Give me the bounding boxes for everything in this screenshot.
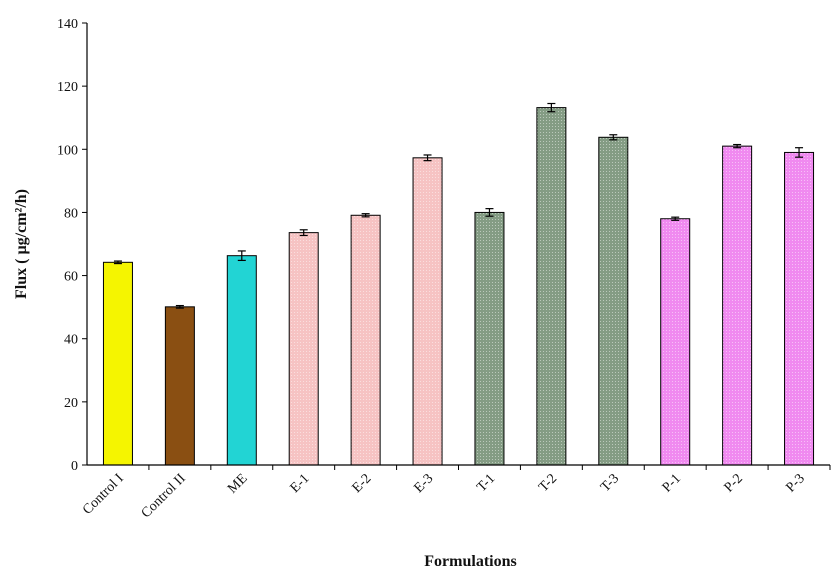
x-tick-label: T-2 <box>536 471 560 495</box>
bars <box>102 102 815 466</box>
y-tick-label: 60 <box>64 270 78 285</box>
y-tick-label: 80 <box>64 206 78 221</box>
x-tick-label: Control I <box>80 471 127 518</box>
bar-texture <box>475 212 504 465</box>
error-bar <box>299 229 308 237</box>
y-axis-ticks: 0 20 40 60 80 100 120 140 <box>57 17 87 474</box>
x-axis-ticks: Control I Control II ME E-1 E-2 E-3 T-1 T-2 T-3 P… <box>80 465 831 521</box>
y-tick-label: 40 <box>64 333 78 348</box>
bar-texture <box>661 219 690 465</box>
x-axis-title: Formulations <box>424 553 516 570</box>
x-tick-label: P-1 <box>660 471 684 495</box>
x-tick-label: T-1 <box>474 471 498 495</box>
bar-texture <box>351 215 380 465</box>
bar-texture <box>537 108 566 465</box>
error-bar <box>175 304 184 309</box>
y-tick-label: 120 <box>57 80 78 95</box>
x-tick-label: E-1 <box>288 471 313 496</box>
error-bar <box>795 147 804 158</box>
bar <box>164 306 195 466</box>
y-tick-label: 100 <box>57 143 78 158</box>
x-tick-label: E-3 <box>411 471 436 496</box>
bar-texture <box>785 152 814 465</box>
error-bar <box>361 213 370 218</box>
error-bar <box>733 143 742 149</box>
bar <box>226 255 257 466</box>
bar-texture <box>413 158 442 465</box>
bar <box>102 261 133 466</box>
error-bar <box>113 260 122 265</box>
x-tick-label: Control II <box>139 471 189 521</box>
error-bar <box>237 250 246 262</box>
error-bar <box>609 134 618 141</box>
x-tick-label: E-2 <box>350 471 375 496</box>
bar-texture <box>289 233 318 465</box>
error-bar <box>485 208 494 217</box>
x-tick-label: T-3 <box>598 471 622 495</box>
bar-texture <box>599 137 628 465</box>
y-tick-label: 20 <box>64 396 78 411</box>
y-tick-label: 0 <box>71 459 78 474</box>
bar-texture <box>723 146 752 465</box>
x-tick-label: P-2 <box>722 471 746 495</box>
y-axis-title: Flux ( µg/cm²/h) <box>13 189 30 299</box>
error-bar <box>547 102 556 113</box>
error-bar <box>671 216 680 221</box>
x-tick-label: ME <box>225 471 250 496</box>
y-tick-label: 140 <box>57 17 78 32</box>
x-tick-label: P-3 <box>784 471 808 495</box>
error-bar <box>423 154 432 162</box>
